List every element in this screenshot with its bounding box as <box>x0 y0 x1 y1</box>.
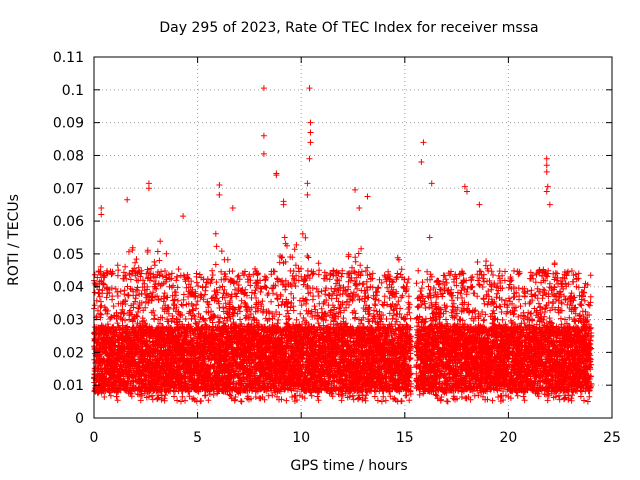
roti-outlier-point <box>229 204 236 211</box>
roti-outlier-point <box>260 150 267 157</box>
roti-outlier-point <box>544 183 551 190</box>
y-tick-label: 0.09 <box>53 116 84 132</box>
roti-outlier-point <box>420 139 427 146</box>
x-tick-label: 15 <box>396 430 414 446</box>
y-tick-label: 0.05 <box>53 247 84 263</box>
roti-outlier-point <box>216 181 223 188</box>
x-axis-label: GPS time / hours <box>290 458 407 474</box>
roti-outlier-point <box>461 183 468 190</box>
y-tick-label: 0.1 <box>62 83 84 99</box>
y-tick-label: 0.04 <box>53 280 84 296</box>
roti-outlier-point <box>304 191 311 198</box>
x-tick-labels: 0 5 10 15 20 25 <box>90 430 621 446</box>
chart-title: Day 295 of 2023, Rate Of TEC Index for r… <box>159 20 538 36</box>
axis-ticks <box>93 56 613 419</box>
data-points <box>91 85 595 405</box>
x-tick-label: 20 <box>499 430 517 446</box>
roti-outlier-point <box>352 186 359 193</box>
roti-outlier-point <box>463 188 470 195</box>
y-tick-label: 0.07 <box>53 181 84 197</box>
roti-outlier-point <box>216 191 223 198</box>
roti-outlier-point <box>364 193 371 200</box>
roti-outlier-point <box>543 168 550 175</box>
y-tick-label: 0.06 <box>53 214 84 230</box>
roti-outlier-point <box>543 155 550 162</box>
x-tick-label: 5 <box>193 430 202 446</box>
roti-outlier-point <box>98 211 105 218</box>
roti-outlier-point <box>428 180 435 187</box>
roti-outlier-point <box>543 162 550 169</box>
y-tick-label: 0.03 <box>53 313 84 329</box>
roti-points-cloud <box>91 230 595 405</box>
roti-outlier-point <box>306 155 313 162</box>
roti-outlier-point <box>307 119 314 126</box>
roti-outlier-point <box>273 172 280 179</box>
roti-outlier-point <box>356 204 363 211</box>
y-tick-label: 0 <box>75 411 84 427</box>
roti-outlier-point <box>260 85 267 92</box>
y-tick-label: 0.02 <box>53 345 84 361</box>
roti-outlier-point <box>426 234 433 241</box>
roti-outlier-point <box>546 201 553 208</box>
y-tick-label: 0.11 <box>53 50 84 66</box>
x-tick-label: 10 <box>292 430 310 446</box>
y-tick-label: 0.08 <box>53 148 84 164</box>
roti-outlier-point <box>98 204 105 211</box>
plot-frame <box>93 56 613 419</box>
roti-outlier-point <box>280 201 287 208</box>
roti-outlier-point <box>307 129 314 136</box>
roti-outlier-point <box>304 180 311 187</box>
x-tick-label: 0 <box>90 430 99 446</box>
roti-outlier-point <box>418 159 425 166</box>
roti-outlier-point <box>476 201 483 208</box>
roti-outlier-point <box>260 132 267 139</box>
y-axis-label: ROTI / TECUs <box>6 194 22 286</box>
roti-outlier-point <box>145 185 152 192</box>
roti-outlier-point <box>180 213 187 220</box>
roti-outlier-point <box>124 196 131 203</box>
y-tick-label: 0.01 <box>53 378 84 394</box>
roti-outlier-point <box>543 188 550 195</box>
x-tick-label: 25 <box>603 430 621 446</box>
y-tick-labels: 0 0.01 0.02 0.03 0.04 0.05 0.06 0.07 0.08 0.09 0.1… <box>53 50 84 427</box>
roti-outlier-point <box>306 85 313 92</box>
roti-outlier-point <box>307 139 314 146</box>
